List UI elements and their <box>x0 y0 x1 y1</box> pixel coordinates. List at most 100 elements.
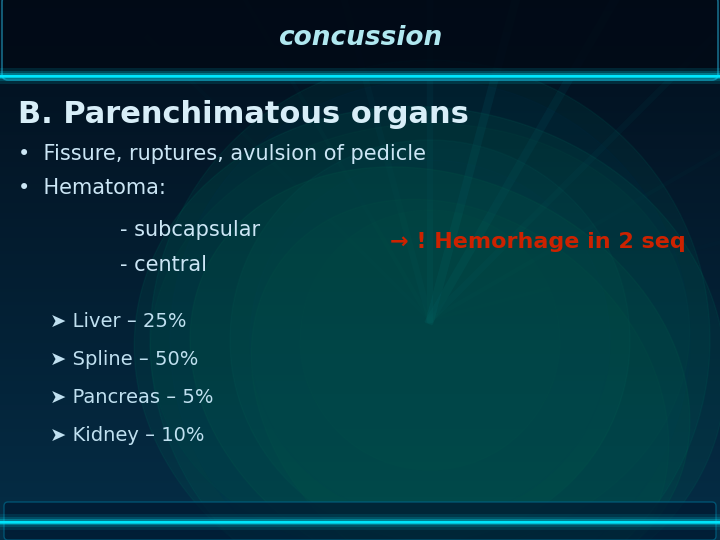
Bar <box>0 68 720 70</box>
Bar <box>0 302 720 305</box>
Bar <box>0 321 720 324</box>
Polygon shape <box>135 106 720 540</box>
Bar <box>0 3 720 5</box>
Bar <box>0 51 720 54</box>
Bar <box>0 251 720 254</box>
Bar <box>0 521 720 523</box>
Bar <box>0 467 720 470</box>
Bar <box>0 22 720 24</box>
Bar <box>0 75 720 77</box>
Bar <box>0 159 720 162</box>
Bar <box>0 76 720 78</box>
Bar <box>0 130 720 132</box>
Bar <box>0 240 720 243</box>
Bar <box>0 367 720 370</box>
Bar <box>0 518 720 521</box>
Bar <box>0 517 720 527</box>
Bar <box>0 364 720 367</box>
Bar <box>0 519 720 525</box>
Text: •  Hematoma:: • Hematoma: <box>18 178 166 198</box>
Bar <box>0 470 720 472</box>
Bar <box>0 332 720 335</box>
Bar <box>0 451 720 454</box>
Bar <box>0 383 720 386</box>
Bar <box>0 402 720 405</box>
Bar <box>0 308 720 310</box>
Text: - central: - central <box>120 255 207 275</box>
Bar <box>0 103 720 105</box>
Text: •  Fissure, ruptures, avulsion of pedicle: • Fissure, ruptures, avulsion of pedicle <box>18 144 426 164</box>
Bar <box>0 440 720 443</box>
Bar <box>0 211 720 213</box>
Bar <box>0 489 720 491</box>
Bar <box>0 11 720 14</box>
Bar <box>0 335 720 338</box>
Bar <box>0 381 720 383</box>
Bar <box>0 413 720 416</box>
Bar <box>0 138 720 140</box>
Bar <box>0 219 720 221</box>
Bar <box>0 343 720 346</box>
Bar <box>0 213 720 216</box>
Bar <box>0 491 720 494</box>
Bar <box>0 5 720 8</box>
Bar <box>0 532 720 535</box>
Bar <box>0 71 720 81</box>
Bar <box>0 535 720 537</box>
Bar <box>0 329 720 332</box>
Bar <box>0 483 720 486</box>
Bar <box>0 27 720 30</box>
Bar <box>0 270 720 273</box>
Bar <box>0 513 720 516</box>
Bar <box>0 248 720 251</box>
Bar <box>0 57 720 59</box>
Bar <box>0 351 720 354</box>
Bar <box>0 497 720 500</box>
Bar <box>0 0 720 3</box>
Bar <box>0 459 720 462</box>
Bar <box>0 32 720 35</box>
Text: B. Parenchimatous organs: B. Parenchimatous organs <box>18 100 469 129</box>
Circle shape <box>250 160 610 520</box>
Text: → ! Hemorhage in 2 seq: → ! Hemorhage in 2 seq <box>390 232 685 252</box>
Bar <box>0 154 720 157</box>
Bar <box>0 514 720 530</box>
Bar <box>0 286 720 289</box>
FancyBboxPatch shape <box>4 502 716 540</box>
Bar <box>0 416 720 418</box>
Bar <box>0 35 720 38</box>
Bar <box>0 122 720 124</box>
Bar <box>0 132 720 135</box>
Bar <box>0 327 720 329</box>
Bar <box>0 167 720 170</box>
Bar <box>0 338 720 340</box>
Bar <box>0 100 720 103</box>
Bar <box>0 472 720 475</box>
Bar <box>0 49 720 51</box>
Bar <box>0 140 720 143</box>
Bar <box>0 478 720 481</box>
Bar <box>0 267 720 270</box>
Bar <box>0 65 720 68</box>
Bar <box>0 232 720 235</box>
Bar <box>0 235 720 238</box>
Polygon shape <box>190 167 690 540</box>
Bar <box>0 446 720 448</box>
Bar <box>0 432 720 435</box>
Bar <box>0 292 720 294</box>
Text: ➤ Pancreas – 5%: ➤ Pancreas – 5% <box>50 388 214 407</box>
Polygon shape <box>251 199 669 540</box>
Circle shape <box>150 60 710 540</box>
Bar <box>0 78 720 81</box>
Bar <box>0 259 720 262</box>
Bar <box>0 59 720 62</box>
Bar <box>0 305 720 308</box>
Circle shape <box>170 80 690 540</box>
Bar <box>0 181 720 184</box>
Bar <box>0 256 720 259</box>
Bar <box>0 143 720 146</box>
Bar <box>0 108 720 111</box>
Bar <box>0 435 720 437</box>
Bar <box>0 75 720 78</box>
FancyBboxPatch shape <box>2 0 718 80</box>
